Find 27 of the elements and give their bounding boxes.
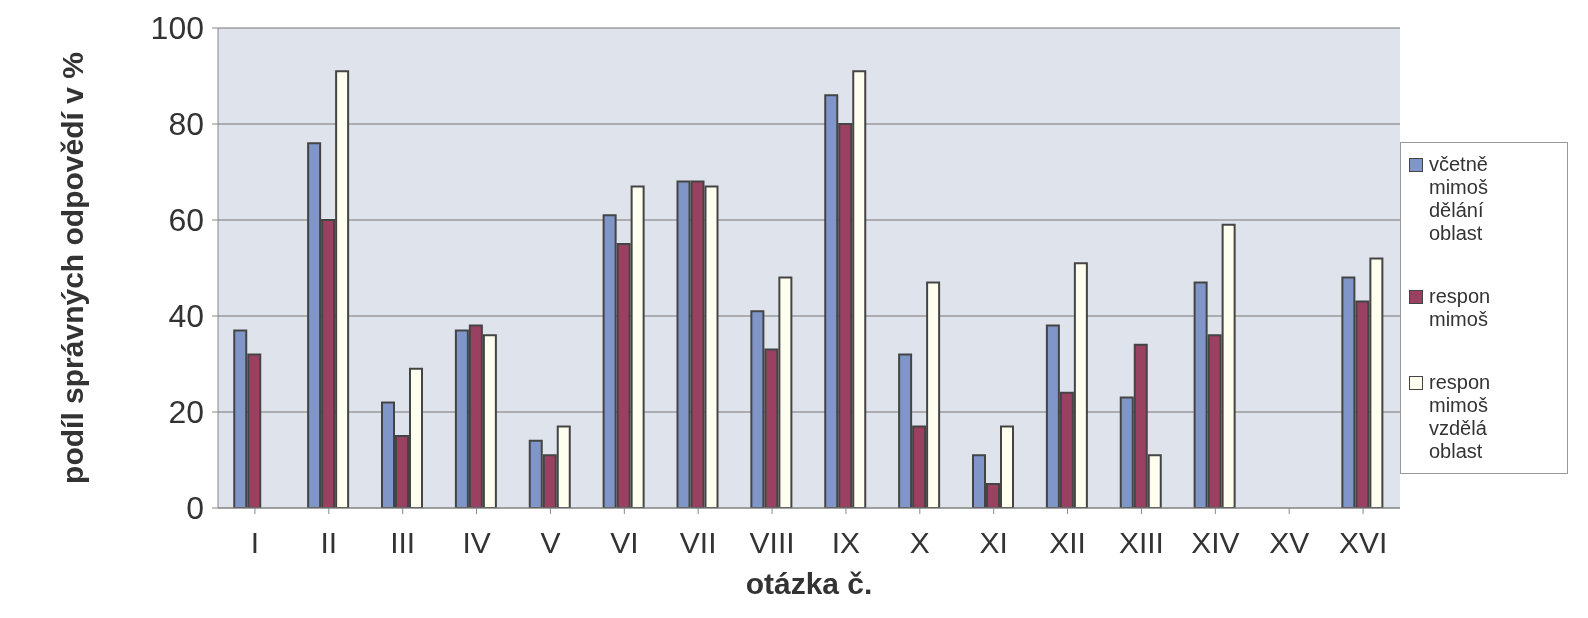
- x-tick-label: XVI: [1338, 526, 1388, 560]
- x-tick-label: VII: [679, 526, 717, 560]
- x-tick-label: X: [909, 526, 930, 560]
- x-tick-label: I: [250, 526, 260, 560]
- x-tick-label: XV: [1269, 526, 1310, 560]
- y-tick-label: 80: [168, 106, 204, 143]
- y-tick-label: 0: [186, 490, 204, 527]
- x-tick-label: III: [390, 526, 416, 560]
- y-tick-label: 100: [150, 10, 204, 47]
- x-tick-label: IV: [462, 526, 491, 560]
- legend-label: včetně mimoš dělání oblast: [1429, 153, 1489, 245]
- x-tick-label: XI: [979, 526, 1008, 560]
- y-tick-label: 40: [168, 298, 204, 335]
- x-tick-label: VI: [610, 526, 639, 560]
- legend-label: respon mimoš vzdělá oblast: [1429, 371, 1492, 463]
- y-tick-label: 20: [168, 394, 204, 431]
- x-tick-label: VIII: [749, 526, 795, 560]
- x-tick-label: XII: [1049, 526, 1086, 560]
- legend-label: respon mimoš: [1429, 285, 1492, 331]
- x-tick-label: XIII: [1118, 526, 1164, 560]
- x-tick-label: II: [320, 526, 338, 560]
- x-tick-label: IX: [831, 526, 861, 560]
- y-axis-title: podíl správných odpovědí v %: [56, 52, 89, 484]
- y-tick-label: 60: [168, 202, 204, 239]
- x-tick-label: XIV: [1191, 526, 1240, 560]
- x-tick-label: V: [540, 526, 561, 560]
- x-axis-title: otázka č.: [745, 567, 873, 600]
